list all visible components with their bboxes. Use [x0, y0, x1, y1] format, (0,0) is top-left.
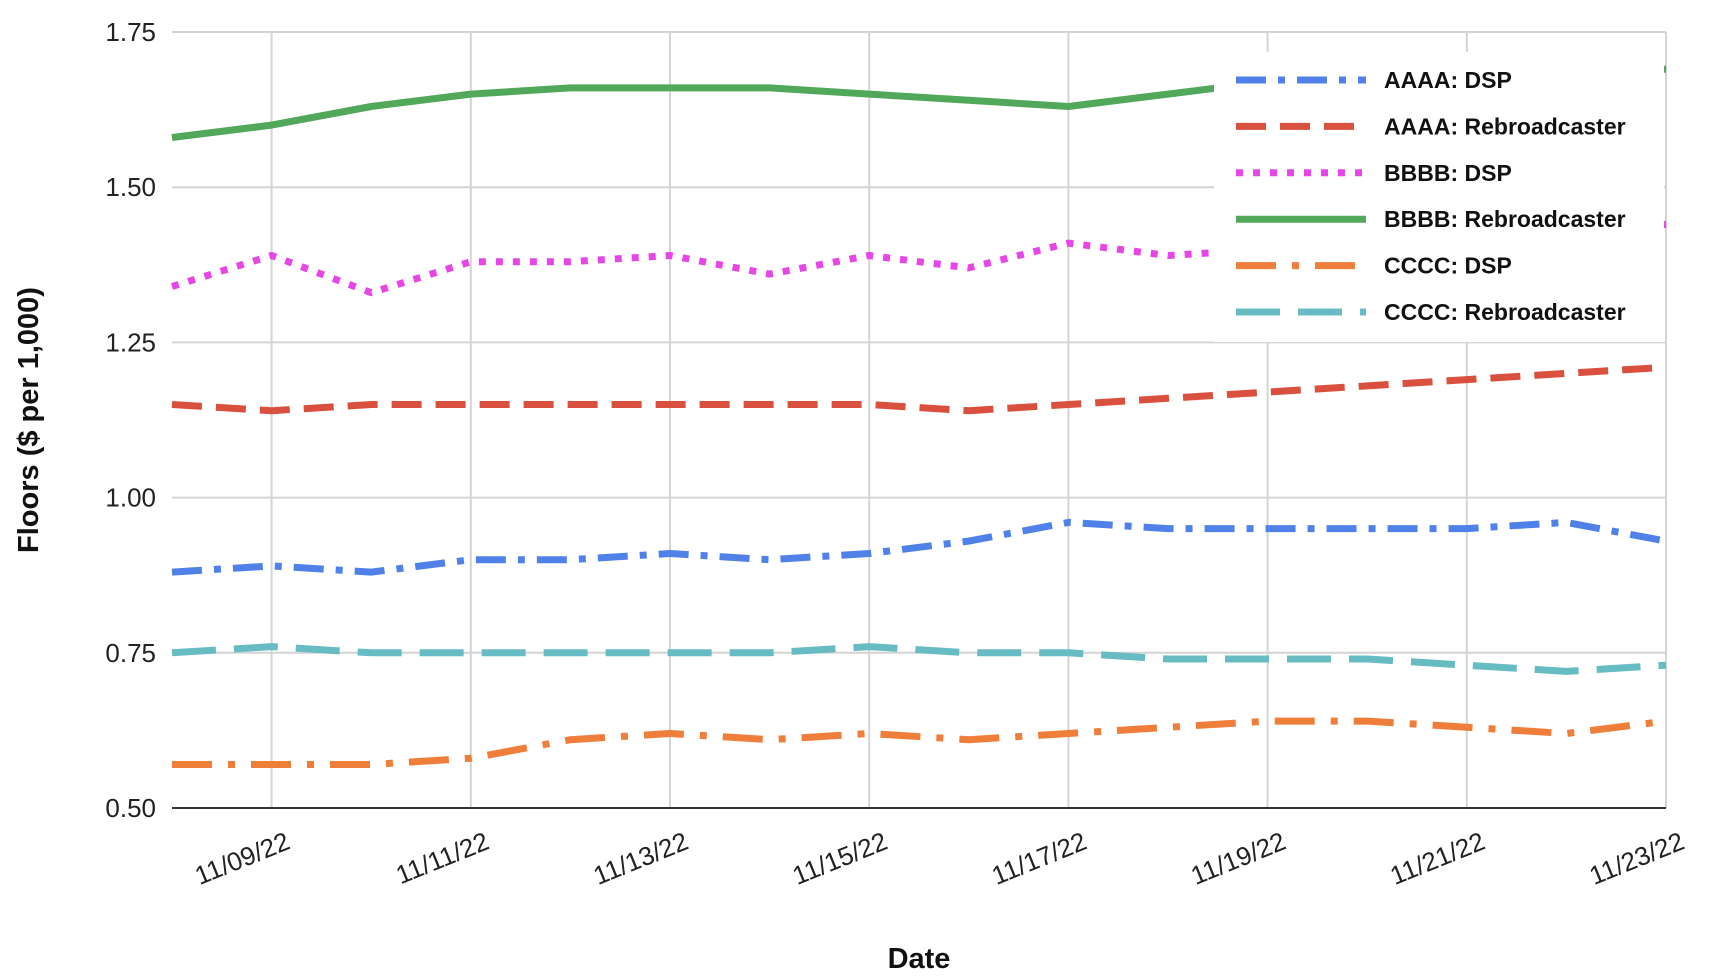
x-tick-label: 11/19/22	[1187, 826, 1290, 891]
x-tick-label: 11/15/22	[788, 826, 891, 891]
y-tick-label: 0.75	[105, 638, 156, 668]
x-tick-label: 11/11/22	[392, 826, 494, 890]
legend-label: CCCC: Rebroadcaster	[1384, 299, 1626, 325]
x-axis-ticks: 11/09/22 11/11/22 11/13/22 11/15/22 11/17/22…	[191, 826, 1689, 891]
y-tick-label: 1.50	[105, 172, 156, 202]
legend-label: AAAA: DSP	[1384, 67, 1512, 93]
series-line	[170, 220, 1667, 297]
x-tick-label: 11/23/22	[1585, 826, 1688, 891]
legend: AAAA: DSP AAAA: Rebroadcaster BBBB: DSP BBB…	[1214, 52, 1664, 342]
legend-label: BBBB: DSP	[1384, 160, 1512, 186]
x-tick-label: 11/17/22	[987, 826, 1090, 891]
series-line	[172, 717, 1667, 768]
series-line	[171, 363, 1667, 415]
x-tick-label: 11/13/22	[589, 826, 692, 891]
x-axis-title: Date	[888, 943, 951, 975]
y-axis-title: Floors ($ per 1,000)	[13, 287, 45, 553]
y-tick-label: 1.25	[105, 327, 156, 357]
legend-label: CCCC: DSP	[1384, 253, 1512, 279]
series-line	[171, 643, 1667, 675]
y-tick-label: 1.00	[105, 483, 156, 513]
legend-box	[1214, 52, 1664, 342]
x-tick-label: 11/21/22	[1386, 826, 1489, 891]
legend-label: BBBB: Rebroadcaster	[1384, 206, 1626, 232]
y-tick-label: 1.75	[105, 17, 156, 47]
x-tick-label: 11/09/22	[191, 826, 294, 891]
y-axis-ticks: 0.50 0.75 1.00 1.25 1.50 1.75	[105, 17, 156, 823]
series-line	[171, 518, 1667, 576]
y-tick-label: 0.50	[105, 793, 156, 823]
legend-label: AAAA: Rebroadcaster	[1384, 113, 1626, 139]
